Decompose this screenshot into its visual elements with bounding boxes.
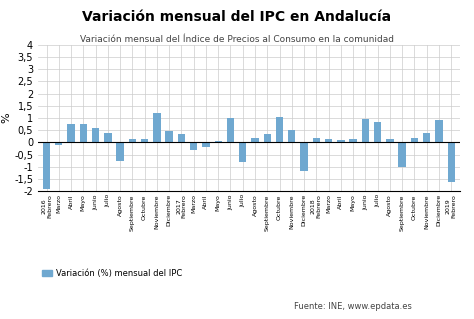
Bar	[251, 137, 259, 143]
Bar	[313, 137, 320, 143]
Bar	[117, 143, 124, 161]
Bar	[104, 133, 111, 143]
Text: Variación mensual del Índice de Precios al Consumo en la comunidad: Variación mensual del Índice de Precios …	[80, 35, 394, 44]
Bar	[374, 122, 381, 143]
Bar	[215, 141, 222, 143]
Bar	[301, 143, 308, 171]
Legend: Variación (%) mensual del IPC: Variación (%) mensual del IPC	[42, 269, 182, 278]
Bar	[325, 139, 332, 143]
Bar	[349, 139, 357, 143]
Bar	[423, 133, 430, 143]
Bar	[128, 139, 136, 143]
Bar	[178, 134, 185, 143]
Bar	[202, 143, 210, 147]
Bar	[190, 143, 197, 150]
Bar	[92, 128, 99, 143]
Text: Fuente: INE, www.epdata.es: Fuente: INE, www.epdata.es	[294, 302, 412, 311]
Bar	[399, 143, 406, 167]
Bar	[447, 143, 455, 182]
Bar	[435, 121, 443, 143]
Bar	[67, 124, 75, 143]
Bar	[141, 139, 148, 143]
Text: Variación mensual del IPC en Andalucía: Variación mensual del IPC en Andalucía	[82, 10, 392, 24]
Bar	[337, 140, 345, 143]
Bar	[227, 118, 234, 143]
Bar	[264, 134, 271, 143]
Bar	[43, 143, 50, 189]
Bar	[55, 143, 63, 145]
Bar	[362, 119, 369, 143]
Y-axis label: %: %	[1, 113, 11, 123]
Bar	[411, 137, 418, 143]
Bar	[165, 131, 173, 143]
Bar	[80, 124, 87, 143]
Bar	[153, 113, 161, 143]
Bar	[288, 130, 295, 143]
Bar	[239, 143, 246, 162]
Bar	[386, 139, 393, 143]
Bar	[276, 117, 283, 143]
